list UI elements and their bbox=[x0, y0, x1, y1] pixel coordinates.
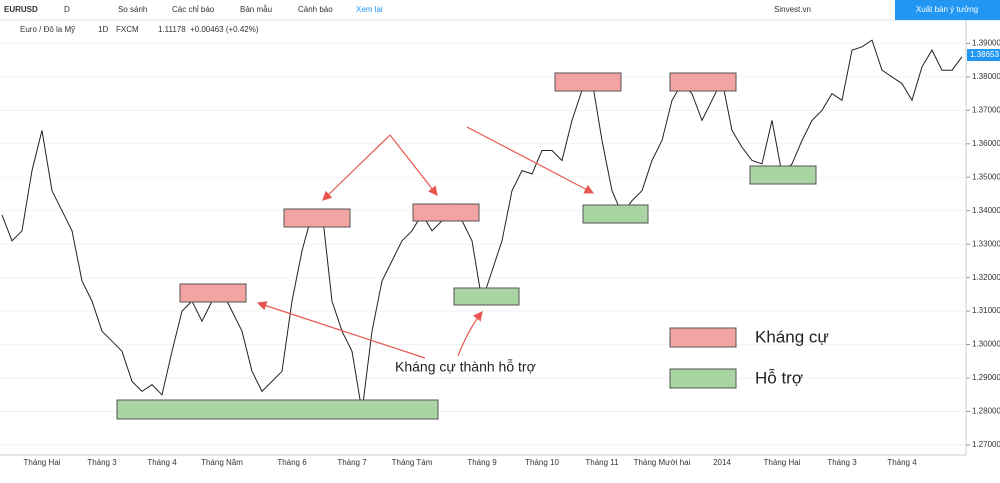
y-tick-label: 1.39000 bbox=[972, 39, 1000, 48]
x-tick-label: Tháng 3 bbox=[87, 458, 117, 467]
symbol[interactable]: EURUSD bbox=[4, 5, 38, 14]
flip-label: Kháng cự thành hỗ trợ bbox=[395, 359, 536, 375]
tool[interactable]: Xem lại bbox=[356, 5, 383, 14]
interval[interactable]: D bbox=[64, 5, 70, 14]
account[interactable]: Sinvest.vn bbox=[774, 5, 811, 14]
resistance-zone bbox=[179, 283, 247, 303]
plot bbox=[0, 39, 966, 446]
support-zone bbox=[453, 287, 520, 306]
legend-swatch bbox=[669, 368, 737, 389]
legend-support: Hỗ trợ bbox=[755, 368, 803, 387]
publish-label[interactable]: Xuất bản ý tưởng bbox=[916, 5, 978, 14]
publish-button[interactable] bbox=[895, 0, 1000, 20]
y-tick-label: 1.32000 bbox=[972, 273, 1000, 282]
legend-name: Euro / Đô la Mỹ bbox=[20, 25, 75, 34]
support-zone bbox=[116, 399, 439, 420]
x-tick-label: Tháng Mười hai bbox=[634, 458, 691, 467]
tool[interactable]: Cảnh báo bbox=[298, 5, 333, 14]
legend-resistance: Kháng cự bbox=[755, 327, 829, 346]
x-tick-label: Tháng Hai bbox=[24, 458, 61, 467]
x-tick-label: Tháng 7 bbox=[337, 458, 367, 467]
resistance-zone bbox=[669, 72, 737, 92]
x-tick-label: Tháng 10 bbox=[525, 458, 559, 467]
support-zone bbox=[749, 165, 817, 185]
y-tick-label: 1.28000 bbox=[972, 407, 1000, 416]
y-tick-label: 1.29000 bbox=[972, 373, 1000, 382]
x-tick-label: Tháng 4 bbox=[147, 458, 177, 467]
last-price-label: 1.38653 bbox=[970, 50, 999, 59]
legend-interval: 1D bbox=[98, 25, 108, 34]
y-tick-label: 1.31000 bbox=[972, 306, 1000, 315]
arrow bbox=[389, 134, 438, 196]
x-tick-label: Tháng Hai bbox=[764, 458, 801, 467]
legend-source: FXCM bbox=[116, 25, 139, 34]
y-tick-label: 1.36000 bbox=[972, 139, 1000, 148]
x-tick-label: Tháng 3 bbox=[827, 458, 857, 467]
arrow bbox=[322, 134, 391, 201]
x-tick-label: Tháng Tám bbox=[392, 458, 433, 467]
arrow bbox=[256, 301, 426, 359]
resistance-zone bbox=[554, 72, 622, 92]
x-tick-label: 2014 bbox=[713, 458, 731, 467]
x-tick-label: Tháng 9 bbox=[467, 458, 497, 467]
legend-price: 1.11178 bbox=[158, 25, 186, 34]
last-price-box bbox=[967, 49, 1000, 62]
tool[interactable]: Các chỉ báo bbox=[172, 5, 215, 14]
tool[interactable]: So sánh bbox=[118, 5, 147, 14]
support-zone bbox=[582, 204, 649, 224]
resistance-zone bbox=[283, 208, 351, 228]
tool[interactable]: Bản mẫu bbox=[240, 5, 272, 14]
zones bbox=[116, 72, 817, 420]
y-tick-label: 1.38000 bbox=[972, 72, 1000, 81]
legend-change: +0.00463 (+0.42%) bbox=[190, 25, 259, 34]
x-tick-label: Tháng 4 bbox=[887, 458, 917, 467]
y-tick-label: 1.35000 bbox=[972, 172, 1000, 181]
y-tick-label: 1.34000 bbox=[972, 206, 1000, 215]
x-tick-label: Tháng 11 bbox=[585, 458, 619, 467]
arrow bbox=[457, 311, 483, 357]
price-line bbox=[1, 39, 963, 412]
y-tick-label: 1.33000 bbox=[972, 239, 1000, 248]
x-tick-label: Tháng 6 bbox=[277, 458, 307, 467]
y-tick-label: 1.30000 bbox=[972, 340, 1000, 349]
toolbar bbox=[0, 0, 1000, 20]
x-tick-label: Tháng Năm bbox=[201, 458, 243, 467]
legend-swatch bbox=[669, 327, 737, 348]
arrow bbox=[466, 126, 595, 194]
y-tick-label: 1.37000 bbox=[972, 105, 1000, 114]
resistance-zone bbox=[412, 203, 480, 222]
arrows bbox=[256, 126, 595, 359]
y-tick-label: 1.27000 bbox=[972, 440, 1000, 449]
